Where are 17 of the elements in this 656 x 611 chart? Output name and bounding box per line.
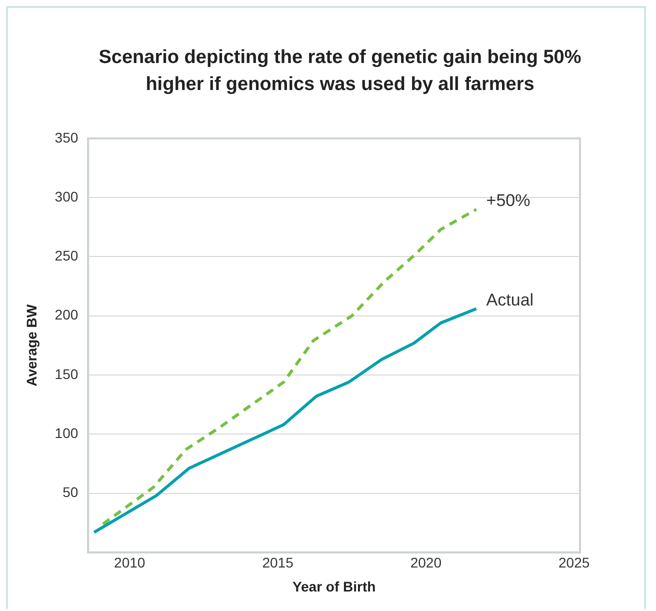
series-label: Actual — [486, 290, 534, 310]
series-label: +50% — [486, 191, 530, 210]
y-tick-label: 50 — [62, 484, 78, 500]
y-axis-title: Average BW — [23, 304, 40, 386]
x-axis-title: Year of Birth — [292, 578, 376, 594]
x-tick-label: 2015 — [262, 554, 294, 571]
y-tick-label: 300 — [54, 188, 78, 204]
y-tick-label: 100 — [54, 424, 78, 441]
y-tick-label: 350 — [54, 129, 78, 146]
x-tick-label: 2025 — [558, 554, 590, 571]
line-series — [101, 208, 478, 526]
y-tick-label: 250 — [54, 248, 78, 264]
chart-title: Scenario depicting the rate of genetic gain being 50% higher if genomics was used by all farmers — [98, 46, 582, 97]
x-tick-label: 2010 — [114, 554, 146, 571]
y-tick-label: 200 — [54, 306, 78, 323]
x-tick-label: 2020 — [410, 554, 442, 571]
y-tick-label: 150 — [54, 366, 78, 382]
